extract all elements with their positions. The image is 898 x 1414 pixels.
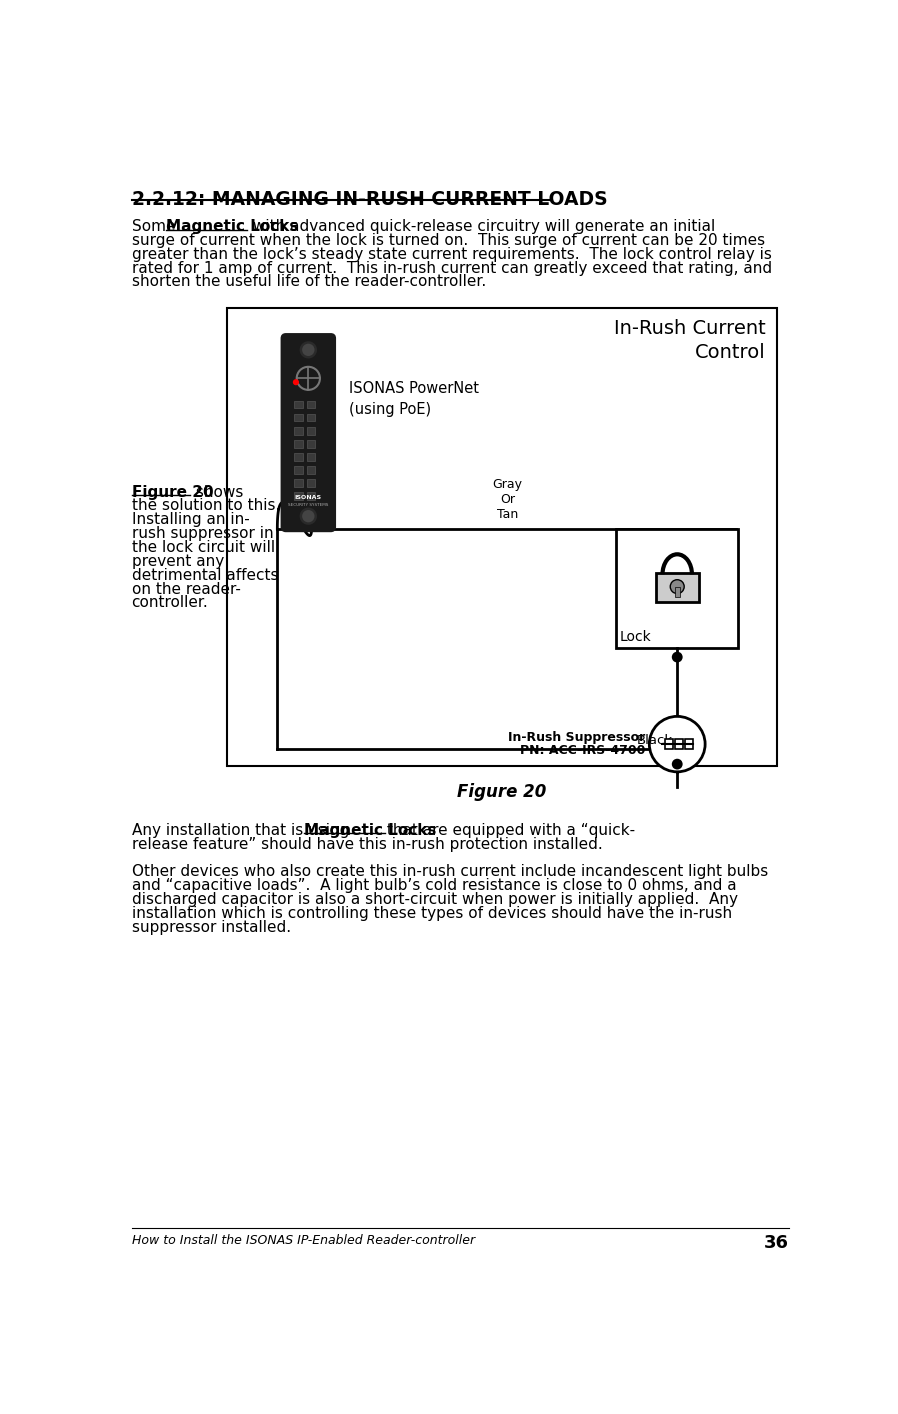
Bar [295, 467, 303, 474]
Circle shape [672, 759, 682, 769]
Bar [307, 427, 315, 434]
Text: Figure 20: Figure 20 [457, 782, 547, 800]
Text: surge of current when the lock is turned on.  This surge of current can be 20 ti: surge of current when the lock is turned… [132, 233, 765, 247]
Text: rush suppressor in: rush suppressor in [132, 526, 273, 542]
Text: 36: 36 [764, 1234, 788, 1251]
Text: How to Install the ISONAS IP-Enabled Reader-controller: How to Install the ISONAS IP-Enabled Rea… [132, 1234, 475, 1247]
Bar [227, 307, 777, 765]
Text: Magnetic Locks: Magnetic Locks [304, 823, 436, 837]
Bar [295, 492, 303, 501]
Text: PN: ACC-IRS-4700: PN: ACC-IRS-4700 [520, 744, 646, 756]
Text: on the reader-: on the reader- [132, 581, 241, 597]
Text: release feature” should have this in-rush protection installed.: release feature” should have this in-rus… [132, 837, 603, 851]
Bar [307, 414, 315, 421]
FancyBboxPatch shape [282, 335, 335, 530]
Text: suppressor installed.: suppressor installed. [132, 919, 291, 935]
Text: the lock circuit will: the lock circuit will [132, 540, 275, 556]
Text: SECURITY SYSTEMS: SECURITY SYSTEMS [288, 503, 329, 508]
Text: greater than the lock’s steady state current requirements.  The lock control rel: greater than the lock’s steady state cur… [132, 246, 771, 262]
Bar [656, 573, 699, 602]
Bar [665, 738, 673, 749]
Bar [307, 467, 315, 474]
Text: with advanced quick-release circuitry will generate an initial: with advanced quick-release circuitry wi… [248, 219, 715, 233]
Text: controller.: controller. [132, 595, 208, 611]
Text: Magnetic Locks: Magnetic Locks [166, 219, 298, 233]
Circle shape [298, 339, 319, 361]
Circle shape [302, 344, 314, 356]
Bar [685, 738, 692, 749]
Text: the solution to this.: the solution to this. [132, 499, 280, 513]
Text: Lock: Lock [620, 631, 652, 643]
Bar [307, 452, 315, 461]
Circle shape [672, 652, 682, 663]
Text: Any installation that is using: Any installation that is using [132, 823, 354, 837]
Circle shape [298, 506, 319, 526]
Circle shape [649, 717, 705, 772]
Text: Figure 20: Figure 20 [132, 485, 213, 499]
Circle shape [302, 510, 314, 522]
Text: that are equipped with a “quick-: that are equipped with a “quick- [382, 823, 635, 837]
Circle shape [670, 580, 684, 594]
Bar [295, 452, 303, 461]
Text: Installing an in-: Installing an in- [132, 512, 250, 527]
Text: Gray
Or
Tan: Gray Or Tan [492, 478, 523, 520]
Text: rated for 1 amp of current.  This in-rush current can greatly exceed that rating: rated for 1 amp of current. This in-rush… [132, 260, 771, 276]
Text: In-Rush Current
Control: In-Rush Current Control [614, 320, 766, 362]
Bar [307, 400, 315, 409]
Text: detrimental affects: detrimental affects [132, 568, 278, 583]
Bar [295, 479, 303, 486]
Text: shows: shows [190, 485, 242, 499]
Text: Other devices who also create this in-rush current include incandescent light bu: Other devices who also create this in-ru… [132, 864, 768, 880]
Bar [616, 529, 738, 648]
Bar [307, 440, 315, 448]
Bar [307, 492, 315, 501]
Text: shorten the useful life of the reader-controller.: shorten the useful life of the reader-co… [132, 274, 486, 290]
Text: and “capacitive loads”.  A light bulb’s cold resistance is close to 0 ohms, and : and “capacitive loads”. A light bulb’s c… [132, 878, 736, 894]
Text: Black: Black [638, 734, 674, 747]
Text: discharged capacitor is also a short-circuit when power is initially applied.  A: discharged capacitor is also a short-cir… [132, 892, 737, 906]
Circle shape [293, 379, 299, 385]
Bar [295, 414, 303, 421]
Bar [675, 738, 682, 749]
Bar [674, 587, 680, 597]
Bar [307, 479, 315, 486]
Text: 2.2.12: MANAGING IN-RUSH CURRENT LOADS: 2.2.12: MANAGING IN-RUSH CURRENT LOADS [132, 189, 607, 209]
Text: Some: Some [132, 219, 180, 233]
Text: ISONAS: ISONAS [295, 495, 321, 501]
Bar [295, 427, 303, 434]
Text: prevent any: prevent any [132, 554, 224, 568]
Text: ISONAS PowerNet
(using PoE): ISONAS PowerNet (using PoE) [348, 380, 479, 417]
Bar [295, 400, 303, 409]
Bar [295, 440, 303, 448]
Text: installation which is controlling these types of devices should have the in-rush: installation which is controlling these … [132, 906, 732, 921]
Text: In-Rush Suppressor: In-Rush Suppressor [508, 731, 646, 744]
